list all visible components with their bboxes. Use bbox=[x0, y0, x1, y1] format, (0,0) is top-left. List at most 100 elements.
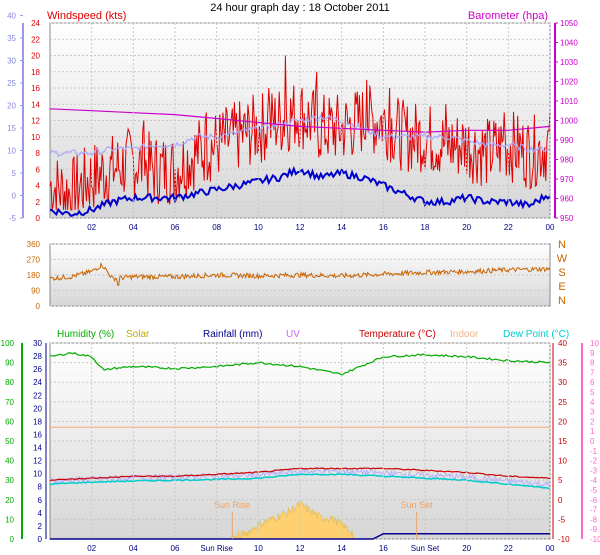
compass-label: N bbox=[558, 295, 566, 307]
wind-kts-tick: 14 bbox=[31, 100, 40, 109]
wind-x-tick: 00 bbox=[546, 223, 555, 232]
rainfall-tick: 20 bbox=[33, 404, 42, 413]
wind-kts-tick: 16 bbox=[31, 84, 40, 93]
rainfall-tick: 14 bbox=[33, 444, 42, 453]
wind-x-tick: 08 bbox=[212, 223, 221, 232]
humidity-tick: 80 bbox=[5, 378, 14, 387]
uv-tick: -6 bbox=[590, 496, 598, 505]
wind-kts-tick: 22 bbox=[31, 35, 40, 44]
thermo-x-tick: Sun Set bbox=[411, 544, 440, 553]
wind-axis-label: Windspeed (kts) bbox=[47, 10, 126, 22]
humidity-tick: 90 bbox=[5, 359, 14, 368]
wind-kts-tick: 6 bbox=[36, 165, 41, 174]
uv-tick: 4 bbox=[590, 398, 595, 407]
uv-tick: -8 bbox=[590, 515, 598, 524]
wind-kts-tick: 24 bbox=[31, 19, 40, 28]
wind-mph-tick: 35 bbox=[7, 34, 16, 43]
rainfall-tick: 24 bbox=[33, 378, 42, 387]
wind-kts-tick: 20 bbox=[31, 52, 40, 61]
baro-tick: 970 bbox=[560, 175, 574, 184]
wind-kts-tick: 0 bbox=[36, 214, 41, 223]
rainfall-tick: 12 bbox=[33, 457, 42, 466]
uv-tick: -2 bbox=[590, 457, 598, 466]
baro-tick: 1010 bbox=[560, 97, 578, 106]
wind-x-tick: 16 bbox=[379, 223, 388, 232]
thermo-x-tick: 20 bbox=[462, 544, 471, 553]
rainfall-tick: 0 bbox=[38, 535, 43, 544]
baro-tick: 1020 bbox=[560, 78, 578, 87]
uv-tick: -1 bbox=[590, 447, 598, 456]
wind-mph-tick: 30 bbox=[7, 57, 16, 66]
thermo-x-tick: 04 bbox=[129, 544, 138, 553]
page-title: 24 hour graph day : 18 October 2011 bbox=[210, 2, 390, 14]
temperature-tick: 35 bbox=[558, 359, 567, 368]
rainfall-tick: 16 bbox=[33, 430, 42, 439]
uv-tick: 0 bbox=[590, 437, 595, 446]
direction-tick: 180 bbox=[27, 271, 41, 280]
wind-mph-tick: 40 bbox=[7, 12, 16, 21]
wind-x-tick: 14 bbox=[337, 223, 346, 232]
wind-mph-tick: 20 bbox=[7, 102, 16, 111]
uv-tick: 1 bbox=[590, 427, 595, 436]
solar-area bbox=[230, 500, 355, 540]
temperature-tick: 40 bbox=[558, 339, 567, 348]
humidity-tick: 40 bbox=[5, 457, 14, 466]
baro-tick: 1050 bbox=[560, 19, 578, 28]
uv-tick: -4 bbox=[590, 476, 598, 485]
wind-mph-tick: 0 bbox=[12, 192, 17, 201]
compass-label: W bbox=[557, 253, 568, 265]
uv-tick: 3 bbox=[590, 408, 595, 417]
humidity-tick: 50 bbox=[5, 437, 14, 446]
baro-tick: 980 bbox=[560, 156, 574, 165]
uv-tick: 8 bbox=[590, 359, 595, 368]
direction-tick: 90 bbox=[31, 287, 40, 296]
wind-mph-tick: 5 bbox=[12, 169, 17, 178]
thermo-x-tick: 16 bbox=[379, 544, 388, 553]
temperature-tick: 25 bbox=[558, 398, 567, 407]
thermo-x-tick: 00 bbox=[546, 544, 555, 553]
rainfall-tick: 30 bbox=[33, 339, 42, 348]
baro-tick: 1000 bbox=[560, 117, 578, 126]
rainfall-line bbox=[50, 533, 550, 540]
wind-kts-tick: 10 bbox=[31, 133, 40, 142]
rainfall-tick: 2 bbox=[38, 522, 43, 531]
thermo-x-tick: 12 bbox=[296, 544, 305, 553]
compass-label: E bbox=[558, 281, 565, 293]
temperature-tick: 20 bbox=[558, 417, 567, 426]
humidity-tick: 100 bbox=[1, 339, 15, 348]
baro-tick: 1040 bbox=[560, 39, 578, 48]
direction-tick: 360 bbox=[27, 240, 41, 249]
baro-tick: 960 bbox=[560, 195, 574, 204]
rainfall-tick: 18 bbox=[33, 417, 42, 426]
humidity-tick: 20 bbox=[5, 496, 14, 505]
wind-direction-line bbox=[49, 261, 551, 286]
baro-axis-label: Barometer (hpa) bbox=[468, 10, 548, 22]
wind-kts-tick: 2 bbox=[36, 198, 41, 207]
thermo-x-tick: 22 bbox=[504, 544, 513, 553]
wind-kts-tick: 12 bbox=[31, 117, 40, 126]
temperature-tick: 10 bbox=[558, 457, 567, 466]
thermo-x-tick: 14 bbox=[337, 544, 346, 553]
wind-mph-tick: 25 bbox=[7, 79, 16, 88]
temperature-tick: 15 bbox=[558, 437, 567, 446]
wind-x-tick: 18 bbox=[421, 223, 430, 232]
wind-mph-tick: -5 bbox=[9, 214, 17, 223]
wind-x-tick: 12 bbox=[296, 223, 305, 232]
baro-tick: 950 bbox=[560, 214, 574, 223]
uv-tick: -5 bbox=[590, 486, 598, 495]
rainfall-tick: 22 bbox=[33, 391, 42, 400]
uv-tick: -9 bbox=[590, 525, 598, 534]
legend-entry: UV bbox=[286, 329, 300, 340]
thermo-x-tick: 10 bbox=[254, 544, 263, 553]
wind-x-tick: 02 bbox=[87, 223, 96, 232]
sunrise-label: Sun Rise bbox=[214, 500, 251, 510]
compass-label: N bbox=[558, 239, 566, 251]
uv-tick: -7 bbox=[590, 506, 598, 515]
temperature-tick: 0 bbox=[558, 496, 563, 505]
rainfall-tick: 28 bbox=[33, 352, 42, 361]
baro-tick: 990 bbox=[560, 136, 574, 145]
uv-tick: -3 bbox=[590, 466, 598, 475]
rainfall-tick: 26 bbox=[33, 365, 42, 374]
wind-x-tick: 04 bbox=[129, 223, 138, 232]
humidity-tick: 70 bbox=[5, 398, 14, 407]
